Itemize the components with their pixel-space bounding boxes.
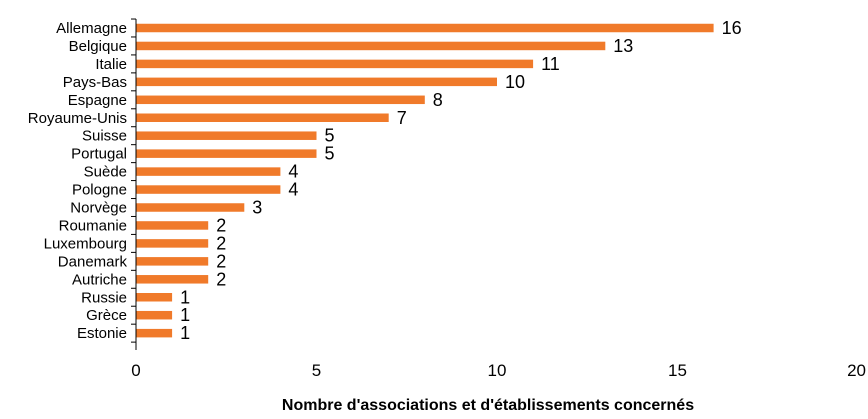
category-label: Royaume-Unis xyxy=(28,110,127,127)
category-label: Suisse xyxy=(82,128,127,145)
category-label: Belgique xyxy=(69,38,127,55)
data-label: 16 xyxy=(722,18,742,38)
bar xyxy=(136,203,245,212)
x-tick-label: 10 xyxy=(488,361,507,380)
category-label: Russie xyxy=(81,289,127,306)
bar xyxy=(136,41,606,51)
data-label: 10 xyxy=(505,72,525,92)
data-label: 13 xyxy=(613,36,633,56)
bar xyxy=(136,95,425,105)
data-label: 1 xyxy=(180,323,190,343)
category-label: Luxembourg xyxy=(44,235,127,252)
category-label: Pays-Bas xyxy=(63,74,127,91)
category-label: Italie xyxy=(95,56,127,73)
category-label: Pologne xyxy=(72,182,127,199)
x-tick-label: 0 xyxy=(131,361,140,380)
category-label: Espagne xyxy=(68,92,127,109)
bar xyxy=(136,328,173,338)
data-label: 7 xyxy=(397,108,407,128)
category-label: Estonie xyxy=(77,325,127,342)
data-label: 11 xyxy=(541,54,560,74)
data-label: 5 xyxy=(325,126,335,146)
data-label: 3 xyxy=(252,198,262,218)
data-label: 8 xyxy=(433,90,443,110)
bar xyxy=(136,221,209,230)
data-label: 2 xyxy=(216,215,226,235)
data-label: 1 xyxy=(180,287,190,307)
category-label: Portugal xyxy=(71,146,127,163)
x-tick-labels: 0 5 10 15 20 xyxy=(131,361,866,380)
bar xyxy=(136,310,173,320)
data-label: 1 xyxy=(180,305,190,325)
bar xyxy=(136,113,389,122)
x-tick-label: 20 xyxy=(847,361,866,380)
bar xyxy=(136,167,281,176)
data-label: 4 xyxy=(288,162,298,182)
bar xyxy=(136,59,534,69)
axes xyxy=(131,18,137,350)
bar xyxy=(136,131,317,140)
category-label: Roumanie xyxy=(59,217,127,234)
data-label: 2 xyxy=(216,233,226,253)
bar xyxy=(136,149,317,158)
bar xyxy=(136,257,209,266)
bar xyxy=(136,23,714,33)
category-label: Danemark xyxy=(58,253,128,270)
bar xyxy=(136,77,497,87)
data-label: 2 xyxy=(216,251,226,271)
data-label: 4 xyxy=(288,180,298,200)
bar xyxy=(136,275,209,284)
x-axis-title: Nombre d'associations et d'établissement… xyxy=(282,397,694,414)
category-labels: AllemagneBelgiqueItaliePays-BasEspagneRo… xyxy=(28,20,128,342)
category-label: Allemagne xyxy=(56,20,127,37)
category-label: Autriche xyxy=(72,271,127,288)
category-label: Suède xyxy=(84,164,127,181)
category-label: Grèce xyxy=(86,307,127,324)
x-tick-label: 5 xyxy=(312,361,321,380)
data-label: 2 xyxy=(216,269,226,289)
bar xyxy=(136,239,209,248)
bars-layer xyxy=(136,23,714,338)
x-tick-label: 15 xyxy=(668,361,687,380)
bar xyxy=(136,185,281,194)
bar xyxy=(136,293,173,302)
data-label: 5 xyxy=(325,144,335,164)
category-label: Norvège xyxy=(70,200,127,217)
